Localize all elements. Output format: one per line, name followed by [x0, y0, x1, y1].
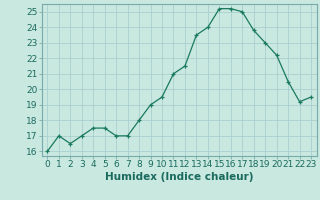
X-axis label: Humidex (Indice chaleur): Humidex (Indice chaleur): [105, 172, 253, 182]
